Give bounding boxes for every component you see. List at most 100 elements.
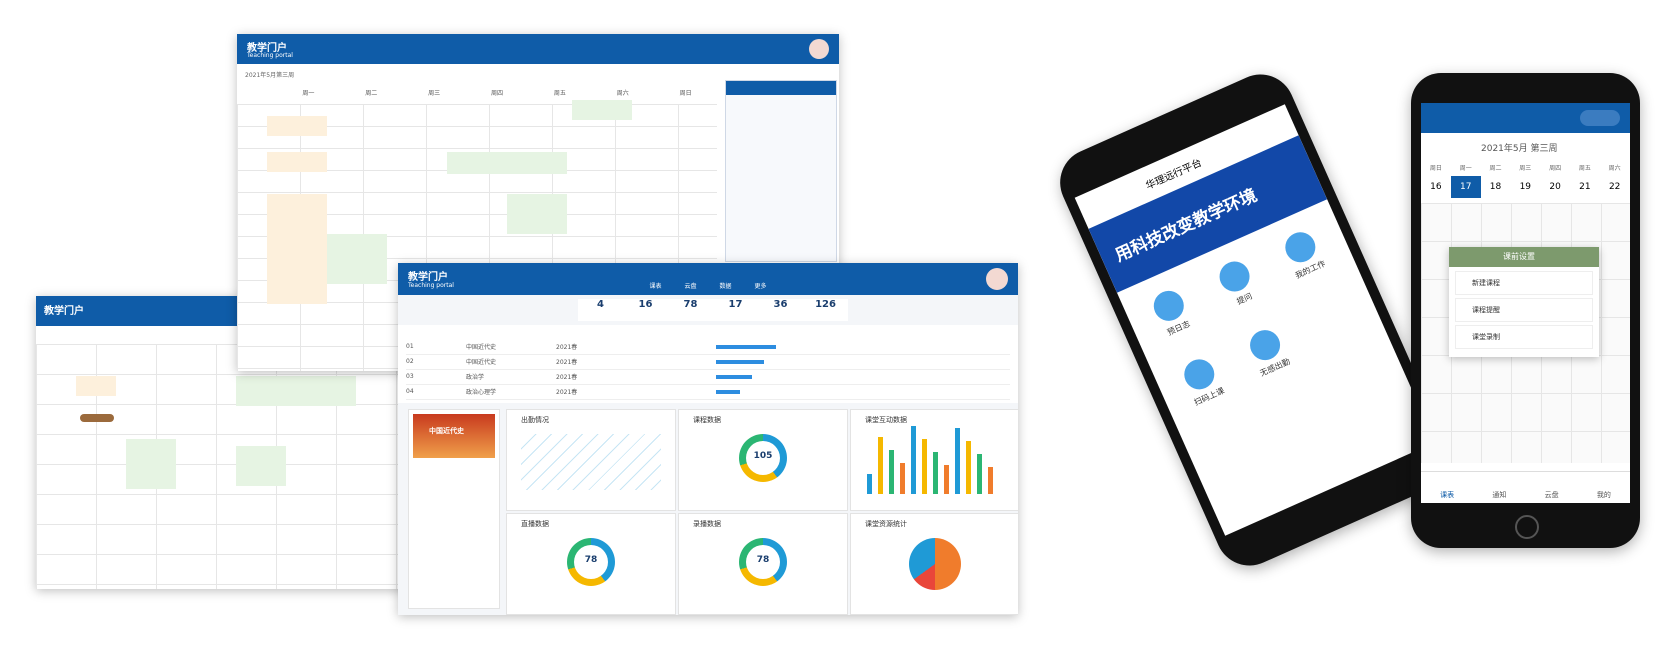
date[interactable]: 21 — [1579, 182, 1591, 192]
line-chart — [521, 434, 661, 490]
dialog-item[interactable]: 课程提醒 — [1455, 298, 1593, 322]
cell — [572, 100, 632, 120]
progress — [716, 389, 740, 394]
cell — [507, 194, 567, 234]
stat: 36 — [773, 299, 788, 310]
week: 2021年5月第三周 — [245, 72, 295, 79]
bar — [988, 467, 993, 494]
weekday: 周六 — [1608, 165, 1621, 172]
nav-item[interactable]: 课表 — [649, 283, 662, 290]
day: 周二 — [365, 90, 378, 97]
donut-value: 78 — [584, 555, 598, 565]
panel-header — [726, 81, 836, 95]
screen: 2021年5月 第三周 周日 周一 周二 周三 周四 周五 周六 16 17 18 19 20 21 22… — [1421, 103, 1630, 503]
cell: 2021春 — [556, 389, 578, 396]
card-title: 直播数据 — [521, 520, 549, 528]
stat: 16 — [638, 299, 653, 310]
date[interactable]: 16 — [1430, 182, 1442, 192]
data-card: 课堂资源统计 — [850, 513, 1018, 615]
course-image — [413, 414, 495, 458]
weekday: 周二 — [1489, 165, 1502, 172]
bar — [933, 452, 938, 494]
cell — [507, 152, 567, 174]
tab[interactable]: 通知 — [1492, 491, 1507, 499]
cell: 政治学 — [466, 374, 485, 381]
donut-hole — [574, 545, 608, 579]
cell — [267, 152, 327, 172]
cell: 中国近代史 — [466, 344, 497, 351]
stat: 126 — [815, 299, 836, 310]
title: 教学门户 — [408, 272, 448, 283]
header: 教学门户 Teaching portal — [237, 34, 839, 64]
cell — [267, 194, 327, 304]
date[interactable]: 22 — [1608, 182, 1621, 192]
day-row: 周一 周二 周三 周四 周五 周六 周日 — [277, 88, 717, 102]
cell: 03 — [406, 373, 414, 380]
date[interactable]: 18 — [1489, 182, 1502, 192]
cell — [80, 414, 114, 422]
dialog: 课前设置 新建课程 课程提醒 课堂录制 — [1449, 247, 1599, 357]
tab[interactable]: 我的 — [1596, 491, 1611, 499]
dialog-item[interactable]: 课堂录制 — [1455, 325, 1593, 349]
bar — [955, 428, 960, 494]
cell — [267, 116, 327, 136]
cell: 2021春 — [556, 359, 578, 366]
progress — [716, 359, 764, 364]
bar — [944, 465, 949, 494]
donut-value: 78 — [756, 555, 770, 565]
table: 01 中国近代史 2021春 02 中国近代史 2021春 03 政治学 2021春 04 政治心理… — [398, 325, 1018, 403]
dashboard-window: 教学门户 Teaching portal 课表 云盘 数据 更多 4 16 78 17 36 1… — [398, 263, 1018, 615]
day: 周三 — [428, 90, 441, 97]
menu-button[interactable] — [1580, 110, 1620, 126]
avatar — [809, 39, 829, 59]
title: 教学门户 — [44, 306, 84, 317]
bar — [889, 450, 894, 494]
bar — [977, 454, 982, 494]
date[interactable]: 17 — [1450, 176, 1481, 198]
donut-hole — [746, 441, 780, 475]
nav: 课表 云盘 数据 更多 — [638, 281, 778, 293]
donut-hole — [746, 545, 780, 579]
table-row: 01 中国近代史 2021春 — [406, 339, 1010, 355]
phone-left: 华理远行平台 用科技改变教学环境 预日志 提问 我的工作 扫码上课 无感出勤 — [1049, 63, 1461, 577]
card-title: 课堂资源统计 — [865, 520, 907, 528]
bar — [867, 474, 872, 494]
table-row: 02 中国近代史 2021春 — [406, 354, 1010, 370]
date[interactable]: 20 — [1549, 182, 1561, 192]
day: 周六 — [616, 90, 629, 97]
dialog-item[interactable]: 新建课程 — [1455, 271, 1593, 295]
screen: 华理远行平台 用科技改变教学环境 预日志 提问 我的工作 扫码上课 无感出勤 — [1074, 104, 1436, 536]
home-button[interactable] — [1515, 515, 1539, 539]
data-card: 出勤情况 — [506, 409, 676, 511]
weekday: 周日 — [1429, 165, 1442, 172]
donut: 78 — [739, 538, 787, 586]
week: 2021年5月 第三周 — [1481, 144, 1558, 154]
tab[interactable]: 课表 — [1440, 491, 1455, 499]
card-title: 录播数据 — [693, 520, 721, 528]
subtitle: Teaching portal — [247, 52, 293, 59]
bar — [966, 441, 971, 494]
table-row: 03 政治学 2021春 — [406, 369, 1010, 385]
nav-item[interactable]: 数据 — [719, 283, 732, 290]
cell: 01 — [406, 343, 414, 350]
cell: 04 — [406, 388, 414, 395]
card-title: 课堂互动数据 — [865, 416, 907, 424]
stats: 4 16 78 17 36 126 — [578, 299, 848, 321]
data-card: 课堂互动数据 — [850, 409, 1018, 511]
stat: 78 — [683, 299, 698, 310]
date[interactable]: 19 — [1519, 182, 1532, 192]
nav-item[interactable]: 更多 — [754, 283, 767, 290]
cell: 中国近代史 — [466, 359, 497, 366]
donut: 78 — [567, 538, 615, 586]
date-row: 周日 周一 周二 周三 周四 周五 周六 16 17 18 19 20 21 22 — [1421, 163, 1630, 199]
tab[interactable]: 云盘 — [1544, 491, 1559, 499]
title: 教学门户 — [247, 43, 287, 54]
progress — [716, 344, 776, 349]
phone-right: 2021年5月 第三周 周日 周一 周二 周三 周四 周五 周六 16 17 18 19 20 21 22… — [1411, 73, 1640, 548]
stat: 4 — [597, 299, 604, 310]
day: 周五 — [553, 90, 566, 97]
weekday: 周四 — [1549, 165, 1562, 172]
nav-item[interactable]: 云盘 — [684, 283, 697, 290]
course-name: 中国近代史 — [429, 427, 464, 435]
